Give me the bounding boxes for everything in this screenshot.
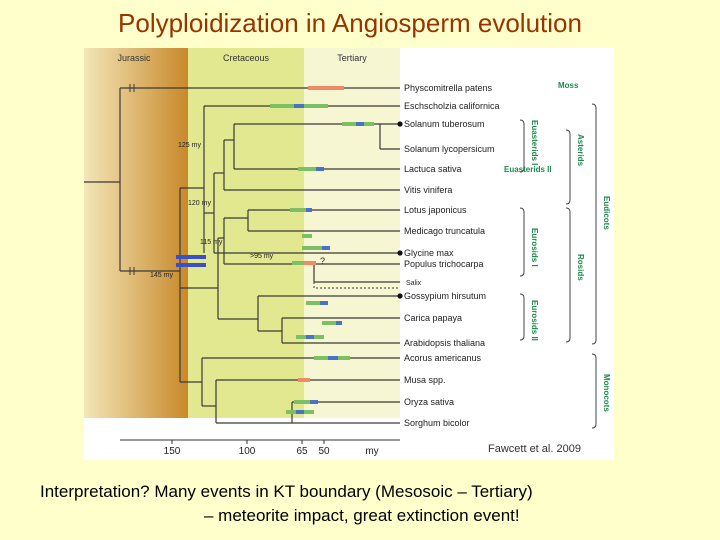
node-age-115: 115 my — [200, 239, 223, 246]
taxon-label-arabidopsis-thaliana: Arabidopsis thaliana — [404, 338, 485, 348]
period-cretaceous: Cretaceous — [223, 53, 270, 63]
node-age-125: 125 my — [178, 142, 201, 149]
interpretation-line-2: – meteorite impact, great extinction eve… — [204, 506, 520, 525]
taxon-label-vitis-vinifera: Vitis vinifera — [404, 185, 452, 195]
tertiary-band — [304, 48, 400, 418]
clade-eurosids-i: Eurosids I — [530, 228, 539, 267]
salix-link — [313, 282, 400, 289]
taxon-label-lactuca-sativa: Lactuca sativa — [404, 164, 462, 174]
axis-tick-150: 150 — [164, 446, 181, 457]
clade-euasterids-ii: Euasterids II — [504, 165, 552, 174]
clade-eurosids-ii: Eurosids II — [530, 300, 539, 341]
taxon-label-gossypium-hirsutum: Gossypium hirsutum — [404, 291, 486, 301]
node-dots — [397, 121, 403, 299]
taxon-label-medicago-truncatula: Medicago truncatula — [404, 226, 485, 236]
slide-title: Polyploidization in Angiosperm evolution — [118, 8, 582, 38]
taxon-label-salix: Salix — [406, 280, 422, 287]
branch-break-marks — [129, 84, 135, 275]
angiosperm-event-blue — [176, 255, 206, 259]
axis-tick-100: 100 — [239, 446, 256, 457]
duplication-events — [270, 86, 374, 414]
node-age-120: 120 my — [188, 200, 211, 207]
taxon-label-populus-trichocarpa: Populus trichocarpa — [404, 259, 484, 269]
event-question-mark: ? — [320, 256, 325, 266]
clade-asterids: Asterids — [576, 134, 585, 167]
clade-brackets — [519, 103, 597, 429]
jurassic-band — [84, 48, 188, 418]
clade-rosids: Rosids — [576, 254, 585, 281]
taxon-label-glycine-max: Glycine max — [404, 248, 454, 258]
clade-moss: Moss — [558, 81, 579, 90]
phylogeny-figure: Jurassic Cretaceous Tertiary — [84, 48, 614, 460]
taxon-label-carica-papaya: Carica papaya — [404, 313, 462, 323]
taxon-label-sorghum-bicolor: Sorghum bicolor — [404, 418, 470, 428]
event-physcomitrella — [308, 86, 344, 90]
axis-unit: my — [365, 446, 378, 457]
interpretation-line-1: Interpretation? Many events in KT bounda… — [40, 482, 533, 501]
axis-tick-65: 65 — [296, 446, 308, 457]
taxon-label-acorus-americanus: Acorus americanus — [404, 353, 482, 363]
cretaceous-band — [188, 48, 304, 418]
taxon-label-solanum-tuberosum: Solanum tuberosum — [404, 119, 485, 129]
citation: Fawcett et al. 2009 — [488, 443, 581, 455]
clade-euasterids-i: Euasterids I — [530, 120, 539, 165]
period-tertiary: Tertiary — [337, 53, 367, 63]
taxon-label-solanum-lycopersicum: Solanum lycopersicum — [404, 144, 495, 154]
period-jurassic: Jurassic — [117, 53, 151, 63]
taxon-label-musa-spp: Musa spp. — [404, 375, 446, 385]
taxon-label-lotus-japonicus: Lotus japonicus — [404, 205, 467, 215]
axis-tick-50: 50 — [318, 446, 330, 457]
taxon-label-physcomitrella-patens: Physcomitrella patens — [404, 83, 493, 93]
clade-monocots: Monocots — [602, 374, 611, 412]
taxon-label-eschscholzia-californica: Eschscholzia californica — [404, 101, 500, 111]
node-age-145: 145 my — [150, 272, 173, 279]
node-age-95: >95 my — [250, 253, 274, 260]
clade-eudicots: Eudicots — [602, 196, 611, 230]
tree-branches — [84, 87, 400, 424]
interpretation-text: Interpretation? Many events in KT bounda… — [40, 480, 680, 528]
taxon-label-oryza-sativa: Oryza sativa — [404, 397, 454, 407]
